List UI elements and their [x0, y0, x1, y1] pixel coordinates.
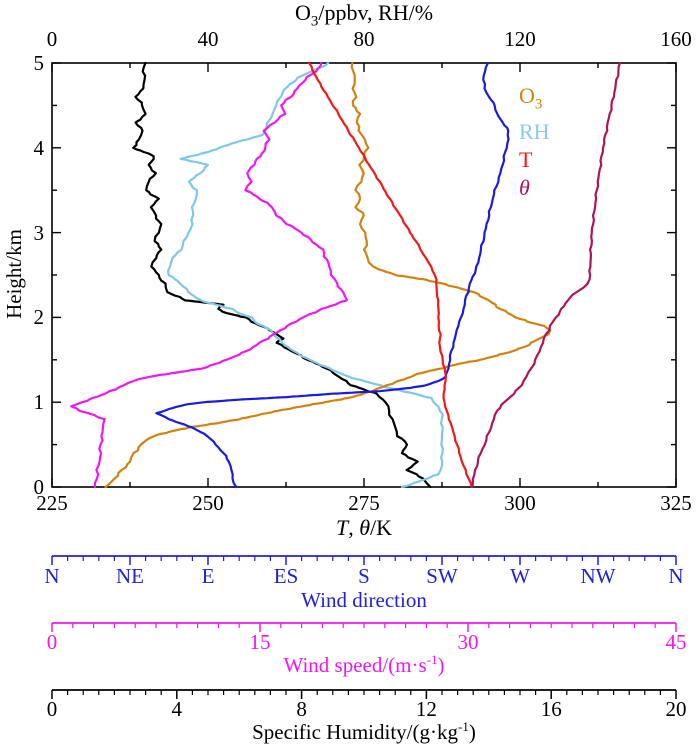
y-axis-tick-label: 4: [33, 135, 45, 160]
top-axis-title-post: /ppbv, RH/%: [318, 0, 434, 25]
legend-label-t: T: [519, 147, 533, 173]
legend: O3 RH T θ: [519, 82, 550, 202]
y-axis-title: Height/km: [2, 229, 26, 319]
series-line-wd: [155, 61, 510, 489]
top-axis-title-sub: 3: [310, 13, 319, 30]
top-axis-tick-label: 80: [353, 27, 375, 51]
wind-direction-tick-label: NW: [580, 564, 616, 588]
series-line-theta: [471, 61, 621, 489]
y-axis-tick-label: 1: [33, 390, 45, 415]
top-axis-tick-label: 120: [504, 27, 536, 51]
humidity-tick-label: 0: [46, 697, 58, 721]
wind-direction-tick-label: ES: [273, 564, 299, 588]
bottom-axis-title-theta: θ: [359, 515, 371, 540]
humidity-title-pre: Specific Humidity/(g·kg: [252, 720, 459, 744]
series-line-rh: [167, 61, 444, 489]
humidity-tick-label: 12: [415, 697, 437, 721]
top-axis-title-pre: O: [294, 0, 311, 25]
wind-speed-tick-label: 45: [665, 630, 687, 654]
legend-label-rh: RH: [519, 119, 550, 145]
legend-item-t: T: [519, 146, 550, 174]
wind-speed-tick-label: 30: [457, 630, 479, 654]
bottom-axis-tick-label: 225: [36, 491, 68, 515]
wind-speed-title-post: ): [437, 653, 445, 677]
y-axis-tick-label: 3: [33, 220, 45, 245]
bottom-axis-title: T, θ/K: [52, 515, 676, 541]
legend-item-o3: O3: [519, 82, 550, 118]
wind-direction-tick-label: SW: [426, 564, 458, 588]
wind-speed-tick-label: 15: [249, 630, 271, 654]
top-axis-tick-label: 160: [660, 27, 692, 51]
wind-direction-tick-label: N: [44, 564, 60, 588]
humidity-title-post: ): [468, 720, 476, 744]
plot-border: [51, 62, 677, 488]
wind-direction-tick-label: N: [668, 564, 684, 588]
bottom-axis-tick-label: 325: [660, 491, 692, 515]
bottom-axis-tick-label: 275: [348, 491, 380, 515]
wind-direction-tick-label: E: [201, 564, 215, 588]
legend-label-o3: O: [519, 83, 535, 108]
legend-item-rh: RH: [519, 118, 550, 146]
wind-speed-title-sup: -1: [426, 652, 438, 667]
wind-speed-axis-title: Wind speed/(m·s-1): [52, 652, 676, 678]
wind-direction-tick-label: W: [510, 564, 530, 588]
legend-label-theta: θ: [519, 175, 530, 201]
humidity-tick-label: 20: [665, 697, 687, 721]
bottom-axis-title-sep: ,: [348, 515, 360, 540]
legend-label-o3-sub: 3: [534, 96, 543, 113]
legend-item-theta: θ: [519, 174, 550, 202]
humidity-axis-title: Specific Humidity/(g·kg-1): [52, 719, 676, 745]
bottom-axis-title-T: T: [335, 515, 349, 540]
top-axis-tick-label: 0: [46, 27, 58, 51]
top-axis-tick-label: 40: [197, 27, 219, 51]
series-line-ws: [70, 61, 348, 489]
wind-direction-axis-title: Wind direction: [301, 588, 427, 612]
wind-direction-tick-label: NE: [116, 564, 144, 588]
bottom-axis-tick-label: 300: [504, 491, 536, 515]
humidity-tick-label: 4: [171, 697, 183, 721]
y-axis-tick-label: 0: [33, 475, 45, 499]
wind-direction-tick-label: S: [358, 564, 370, 588]
series-line-o3: [104, 61, 552, 489]
humidity-tick-label: 8: [296, 697, 307, 721]
y-axis-tick-label: 2: [33, 305, 45, 330]
series-line-t: [307, 61, 473, 489]
wind-speed-title-pre: Wind speed/(m·s: [283, 653, 427, 677]
humidity-tick-label: 16: [540, 697, 562, 721]
y-axis-tick-label: 5: [33, 51, 45, 75]
bottom-axis-tick-label: 250: [192, 491, 224, 515]
humidity-title-sup: -1: [458, 719, 469, 734]
top-axis-title: O3/ppbv, RH/%: [52, 0, 676, 30]
wind-speed-tick-label: 0: [46, 630, 58, 654]
bottom-axis-title-unit: /K: [370, 515, 393, 540]
